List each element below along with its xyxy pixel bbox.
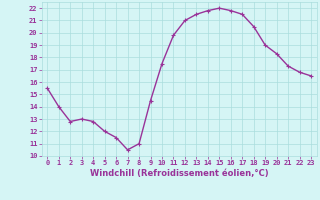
X-axis label: Windchill (Refroidissement éolien,°C): Windchill (Refroidissement éolien,°C) bbox=[90, 169, 268, 178]
